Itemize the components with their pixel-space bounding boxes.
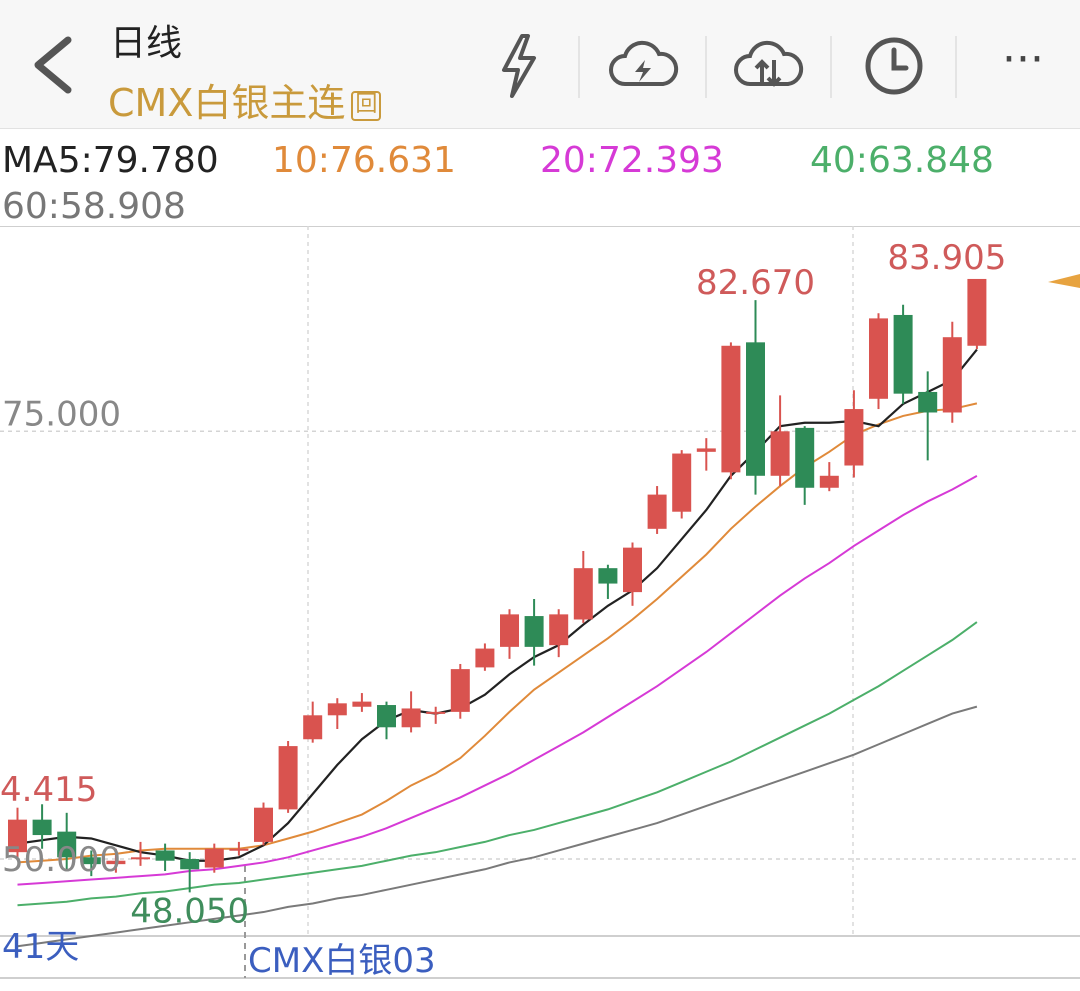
candle (500, 609, 519, 659)
candle (942, 321, 962, 423)
candle (32, 804, 52, 849)
cloud-sync-icon[interactable] (730, 28, 806, 104)
more-icon[interactable]: ··· (1002, 34, 1044, 85)
ma60-value: 60:58.908 (2, 186, 186, 227)
grid-label-75: 75.000 (2, 394, 121, 434)
candle (918, 371, 938, 461)
toolbar-divider (705, 36, 707, 98)
candlestick-chart[interactable]: 75.000 50.000 82.670 83.905 48.050 4.415 41天 CM… (0, 225, 1080, 987)
toolbar-divider (955, 36, 957, 98)
candle (819, 462, 839, 492)
ma40-line (17, 621, 978, 907)
candle (672, 450, 692, 519)
candle (180, 852, 200, 893)
candle (401, 691, 421, 733)
candle (155, 843, 175, 871)
cloud-lightning-icon[interactable] (605, 28, 681, 104)
candle (770, 395, 790, 487)
candle (327, 698, 347, 729)
ma10-line (17, 402, 978, 864)
lightning-icon[interactable] (480, 28, 556, 104)
days-label: 41天 (2, 927, 79, 967)
candle (869, 313, 888, 410)
clock-icon[interactable] (856, 28, 932, 104)
low-price-label: 48.050 (130, 891, 249, 931)
ma40-value: 40:63.848 (810, 140, 994, 181)
ma60-line (17, 705, 978, 948)
candle (81, 850, 101, 877)
toolbar-divider (830, 36, 832, 98)
candle (721, 342, 741, 480)
instrument-title[interactable]: CMX白银主连回 (108, 72, 382, 127)
candle (131, 841, 150, 866)
candle (647, 486, 667, 534)
candle (450, 663, 470, 719)
candle (57, 812, 77, 870)
ma5-line (17, 348, 978, 862)
high-price-label: 4.415 (0, 770, 97, 810)
candle (475, 643, 495, 671)
candle (377, 701, 396, 740)
ma-legend: MA5:79.780 10:76.631 20:72.393 40:63.848 (0, 140, 1080, 184)
candle (204, 843, 224, 873)
replay-badge[interactable]: 回 (351, 90, 382, 121)
candle (278, 740, 298, 813)
candle (573, 551, 593, 623)
candle (967, 278, 987, 350)
candle (696, 438, 716, 471)
back-arrow-icon[interactable] (22, 30, 92, 100)
candle (106, 848, 126, 873)
candle (229, 841, 249, 856)
candle (524, 598, 544, 666)
candle (598, 564, 618, 599)
candle (746, 300, 765, 495)
high-price-label: 83.905 (887, 238, 1006, 278)
candle (426, 706, 446, 724)
candle (549, 609, 569, 658)
candle (352, 693, 372, 712)
candle (795, 426, 815, 505)
contract-label: CMX白银03 (248, 941, 436, 981)
ma20-value: 20:72.393 (540, 140, 724, 181)
grid-label-50: 50.000 (2, 840, 121, 880)
candle (844, 390, 864, 478)
instrument-name: CMX白银主连 (108, 81, 346, 125)
candle (254, 802, 273, 846)
toolbar-divider (578, 36, 580, 98)
ma5-value: MA5:79.780 (2, 140, 219, 181)
ma10-value: 10:76.631 (272, 140, 456, 181)
candle (623, 542, 642, 606)
top-bar: 日线 CMX白银主连回 ··· (0, 0, 1080, 129)
high-price-label: 82.670 (696, 263, 815, 303)
candle (303, 701, 323, 743)
candle (8, 807, 27, 860)
candle (893, 304, 913, 404)
period-title: 日线 (110, 23, 183, 64)
price-pointer-icon (1048, 274, 1080, 288)
ma20-line (17, 475, 978, 886)
